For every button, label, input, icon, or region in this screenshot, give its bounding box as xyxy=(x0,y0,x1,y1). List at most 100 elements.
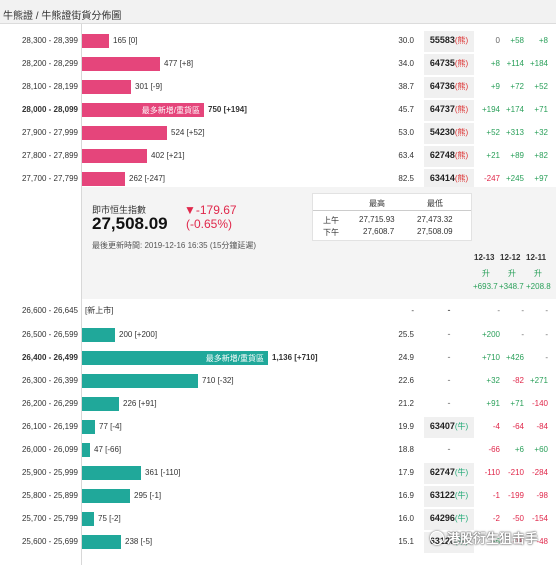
volume-bar xyxy=(82,172,125,186)
warrant-type-tag: (牛) xyxy=(454,491,469,500)
change-3: -154 xyxy=(531,514,548,523)
breadcrumb[interactable]: 牛熊證 / 牛熊證街貨分佈圖 xyxy=(3,11,122,22)
range-label: 27,700 - 27,799 xyxy=(21,174,78,183)
price: 30.0 xyxy=(398,36,414,45)
volume-bar xyxy=(82,149,147,163)
change-2: - xyxy=(521,306,524,315)
bull-row[interactable]: 25,800 - 25,899 295 [-1] 16.9 63122(牛) -1 -19… xyxy=(0,485,556,508)
change-3: -140 xyxy=(531,399,548,408)
range-label: 28,100 - 28,199 xyxy=(21,82,78,91)
bull-new-listing-row[interactable]: 26,600 - 26,645 [新上市] - - - - - xyxy=(0,300,556,323)
change-3: +271 xyxy=(529,376,548,385)
warrant-code[interactable]: 62747(牛) xyxy=(424,467,474,478)
warrant-code-number: 62747 xyxy=(429,467,455,477)
bar-value: 750 [+194] xyxy=(208,105,247,114)
price: 63.4 xyxy=(398,151,414,160)
warrant-code-number: 63414 xyxy=(429,173,455,183)
warrant-code: - xyxy=(447,444,451,454)
warrant-code-number: 62748 xyxy=(429,150,455,160)
price: 21.2 xyxy=(398,399,414,408)
warrant-code[interactable]: 64735(熊) xyxy=(424,58,474,69)
warrant-code[interactable]: 64296(牛) xyxy=(424,513,474,524)
bull-row[interactable]: 25,900 - 25,999 361 [-110] 17.9 62747(牛) -11… xyxy=(0,462,556,485)
change-1: +21 xyxy=(486,151,500,160)
code-cell xyxy=(424,169,474,190)
code-cell xyxy=(424,146,474,167)
bar-value: 77 [-4] xyxy=(99,422,122,431)
change-2: +245 xyxy=(505,174,524,183)
bear-row[interactable]: 28,000 - 28,099 最多新增/重貨區 750 [+194] 45.7 647… xyxy=(0,99,556,122)
volume-bar xyxy=(82,489,130,503)
bear-row[interactable]: 28,300 - 28,399 165 [0] 30.0 55583(熊) 0 +58 +8 xyxy=(0,30,556,53)
bull-row[interactable]: 26,000 - 26,099 47 [-66] 18.8 - -66 +6 +60 xyxy=(0,439,556,462)
page-header: 牛熊證 / 牛熊證街貨分佈圖 xyxy=(0,0,556,24)
bull-row[interactable]: 26,400 - 26,499 最多新增/重貨區 1,136 [+710] 24.9 -… xyxy=(0,347,556,370)
code-cell xyxy=(424,486,474,507)
axis-divider xyxy=(81,24,82,565)
change-1: +710 xyxy=(481,353,500,362)
index-value: 27,508.09 xyxy=(92,214,168,233)
price: 45.7 xyxy=(398,105,414,114)
price: 34.0 xyxy=(398,59,414,68)
bull-row[interactable]: 26,300 - 26,399 710 [-32] 22.6 - +32 -82 +271 xyxy=(0,370,556,393)
warrant-code-number: 64737 xyxy=(429,104,455,114)
watermark: 港股衍生狙击手 xyxy=(430,528,538,547)
hot-zone-label: 最多新增/重貨區 xyxy=(141,106,200,115)
warrant-code: - xyxy=(447,375,451,385)
pm-low: 27,508.09 xyxy=(417,227,453,236)
range-label: 27,900 - 27,999 xyxy=(21,128,78,137)
change-2: -18 xyxy=(512,537,524,546)
volume-bar xyxy=(82,512,94,526)
bar-value: 75 [-2] xyxy=(98,514,121,523)
volume-bar: 最多新增/重貨區 xyxy=(82,103,204,117)
warrant-type-tag: (熊) xyxy=(454,105,469,114)
change-2: - xyxy=(521,330,524,339)
change-3: +60 xyxy=(534,445,548,454)
bar-value: 295 [-1] xyxy=(134,491,162,500)
warrant-code[interactable]: 62748(熊) xyxy=(424,150,474,161)
volume-bar xyxy=(82,374,198,388)
high-low-table: 最高 最低 上午 27,715.93 27,473.32 下午 27,608.7… xyxy=(312,193,472,241)
change-1: +5 xyxy=(490,537,500,546)
change-1: +200 xyxy=(481,330,500,339)
range-label: 25,700 - 25,799 xyxy=(21,514,78,523)
warrant-type-tag: (牛) xyxy=(454,537,469,546)
date-3: 12-11 xyxy=(526,253,547,262)
change-3: +32 xyxy=(534,128,548,137)
price: 38.7 xyxy=(398,82,414,91)
volume-bar xyxy=(82,126,167,140)
am-label: 上午 xyxy=(323,216,339,225)
warrant-code[interactable]: 64737(熊) xyxy=(424,104,474,115)
warrant-code[interactable]: 63414(熊) xyxy=(424,173,474,184)
warrant-code[interactable]: 63122(牛) xyxy=(424,490,474,501)
change-2: +313 xyxy=(505,128,524,137)
new-listing-tag: [新上市] xyxy=(85,306,114,315)
volume-bar xyxy=(82,34,109,48)
change-1: +9 xyxy=(490,82,500,91)
bear-row[interactable]: 28,100 - 28,199 301 [-9] 38.7 64736(熊) +9 +72… xyxy=(0,76,556,99)
warrant-code[interactable]: 63407(牛) xyxy=(424,421,474,432)
bear-row[interactable]: 28,200 - 28,299 477 [+8] 34.0 64735(熊) +8 +11… xyxy=(0,53,556,76)
bear-row[interactable]: 27,700 - 27,799 262 [-247] 82.5 63414(熊) -24… xyxy=(0,168,556,191)
change-2: +58 xyxy=(510,36,524,45)
bull-row[interactable]: 25,700 - 25,799 75 [-2] 16.0 64296(牛) -2 -50-… xyxy=(0,508,556,531)
price: 16.0 xyxy=(398,514,414,523)
change-1: -66 xyxy=(488,445,500,454)
bull-row[interactable]: 26,500 - 26,599 200 [+200] 25.5 - +200 - - xyxy=(0,324,556,347)
am-high: 27,715.93 xyxy=(359,215,395,224)
warrant-code-number: 54230 xyxy=(429,127,455,137)
volume-bar xyxy=(82,535,121,549)
code-cell xyxy=(424,77,474,98)
change-3: - xyxy=(545,306,548,315)
date-2-points: +348.7 xyxy=(499,282,524,291)
bear-row[interactable]: 27,800 - 27,899 402 [+21] 63.4 62748(熊) +21 +… xyxy=(0,145,556,168)
bull-row[interactable]: 26,100 - 26,199 77 [-4] 19.9 63407(牛) -4 -64 -… xyxy=(0,416,556,439)
warrant-code-number: 63122 xyxy=(429,490,455,500)
bull-row[interactable]: 26,200 - 26,299 226 [+91] 21.2 - +91 +71 -140 xyxy=(0,393,556,416)
warrant-code[interactable]: 64736(熊) xyxy=(424,81,474,92)
change-2: -82 xyxy=(512,376,524,385)
warrant-code[interactable]: 55583(熊) xyxy=(424,35,474,46)
bear-row[interactable]: 27,900 - 27,999 524 [+52] 53.0 54230(熊) +52 +… xyxy=(0,122,556,145)
warrant-code[interactable]: 54230(熊) xyxy=(424,127,474,138)
change-1: +32 xyxy=(486,376,500,385)
